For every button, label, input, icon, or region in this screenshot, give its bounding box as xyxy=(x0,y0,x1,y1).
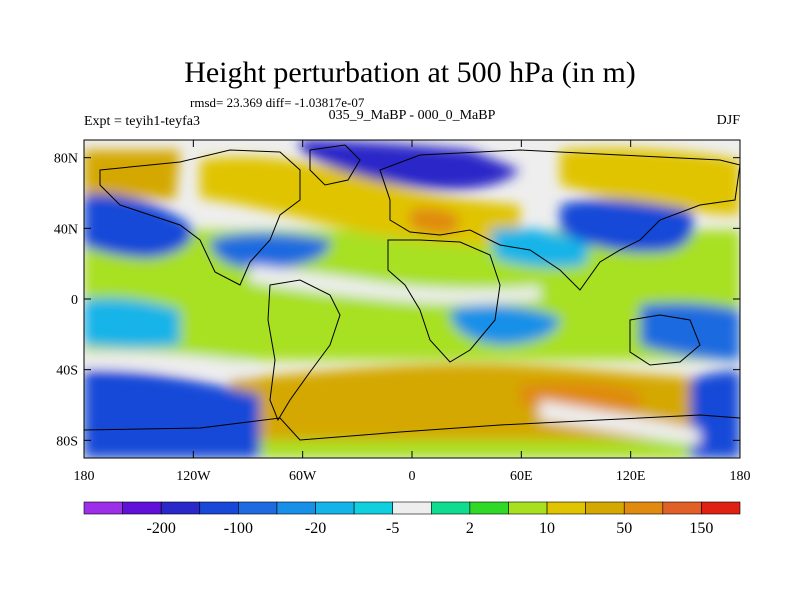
season-label: DJF xyxy=(717,113,741,128)
experiment-label: Expt = teyih1-teyfa3 xyxy=(84,114,200,129)
x-tick-label: 180 xyxy=(74,469,95,484)
x-tick-label: 120E xyxy=(616,469,646,484)
antarctica-outline xyxy=(84,414,740,441)
africa-outline xyxy=(387,239,501,363)
y-axis: 80N 40N 0 40S 80S xyxy=(54,152,740,449)
colorbar-label: -5 xyxy=(386,520,399,537)
coastlines xyxy=(84,144,740,441)
colorbar-label: -200 xyxy=(147,520,176,537)
colorbar-swatch xyxy=(701,501,741,515)
colorbar-swatch xyxy=(469,501,509,515)
colorbar: -200 -100 -20 -5 2 10 50 150 xyxy=(83,501,741,537)
figure-title: Height perturbation at 500 hPa (in m) xyxy=(184,56,636,89)
colorbar-swatch xyxy=(160,501,201,515)
greenland-outline xyxy=(309,144,361,186)
colorbar-label: 50 xyxy=(616,520,632,537)
north-america-outline xyxy=(99,149,301,286)
colorbar-swatch xyxy=(392,501,432,515)
colorbar-swatch xyxy=(83,501,123,515)
colorbar-swatch xyxy=(276,501,316,515)
contour-field xyxy=(84,140,740,458)
x-tick-label: 180 xyxy=(730,469,751,484)
x-tick-label: 60E xyxy=(510,469,533,484)
x-axis: 180 120W 60W 0 60E 120E 180 xyxy=(74,140,751,484)
colorbar-label: 2 xyxy=(466,520,474,537)
colorbar-swatch xyxy=(662,501,702,515)
stats-line: rmsd= 23.369 diff= -1.03817e-07 xyxy=(190,95,365,110)
y-tick-label: 0 xyxy=(71,293,78,308)
colorbar-label: 150 xyxy=(689,520,713,537)
y-tick-label: 80S xyxy=(56,434,78,449)
colorbar-swatch xyxy=(546,501,586,515)
x-tick-label: 120W xyxy=(176,469,211,484)
y-tick-label: 40S xyxy=(56,364,78,379)
colorbar-swatch xyxy=(353,501,394,515)
colorbar-swatch xyxy=(199,501,239,515)
period-label: 035_9_MaBP - 000_0_MaBP xyxy=(329,108,496,123)
colorbar-swatch xyxy=(122,501,162,515)
colorbar-swatch xyxy=(623,501,664,515)
eurasia-outline xyxy=(379,149,740,291)
y-tick-label: 80N xyxy=(54,152,78,167)
colorbar-label: -100 xyxy=(224,520,253,537)
australia-outline xyxy=(629,314,701,366)
south-america-outline xyxy=(267,279,341,422)
colorbar-label: -20 xyxy=(305,520,326,537)
y-tick-label: 40N xyxy=(54,222,78,237)
colorbar-label: 10 xyxy=(539,520,555,537)
colorbar-swatch xyxy=(430,501,471,515)
colorbar-swatch xyxy=(315,501,355,515)
colorbar-swatch xyxy=(238,501,278,515)
colorbar-swatch xyxy=(585,501,625,515)
colorbar-swatch xyxy=(508,501,548,515)
x-tick-label: 60W xyxy=(289,469,317,484)
x-tick-label: 0 xyxy=(409,469,416,484)
